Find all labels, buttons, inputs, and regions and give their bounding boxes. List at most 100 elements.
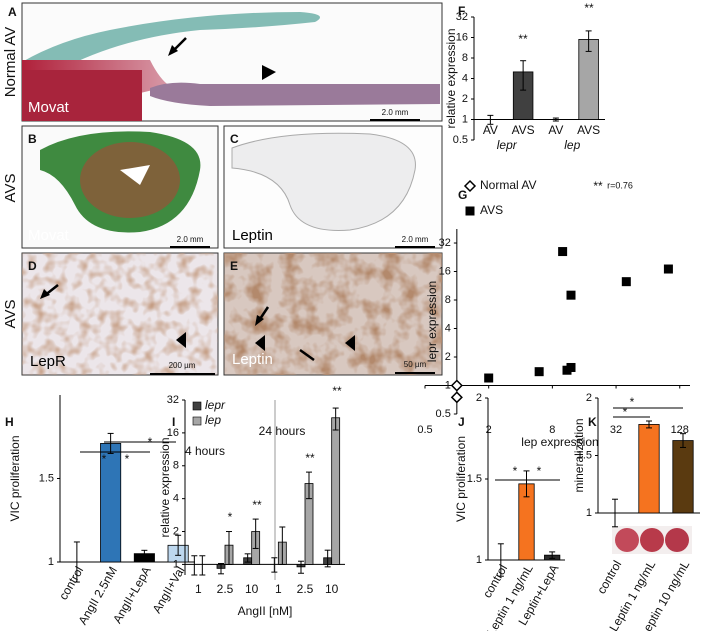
y-tick-label: 1: [445, 379, 451, 391]
y-tick-label: 1.5: [577, 449, 592, 461]
panel-label: J: [458, 415, 465, 429]
y-tick-label: 4: [462, 72, 468, 84]
x-tick-label: 128: [671, 424, 689, 436]
y-tick-label: 1: [586, 507, 592, 519]
y-axis-label: VIC proliferation: [454, 436, 468, 522]
legend-label: lepr: [205, 398, 226, 412]
image-panel-e: [223, 252, 443, 376]
annotation: **: [593, 179, 603, 193]
y-tick-label: 8: [173, 460, 179, 472]
y-tick-label: 8: [462, 52, 468, 64]
stain-label: Leptin: [232, 227, 273, 244]
image-panel-a: [21, 2, 443, 122]
legend-label: AVS: [480, 203, 503, 217]
x-tick-label: 2: [486, 424, 492, 436]
stain-label: Movat: [28, 227, 70, 244]
annotation: 4 hours: [185, 444, 225, 458]
panel-label: K: [588, 415, 597, 429]
panel-label: A: [8, 5, 17, 19]
well-image: [612, 526, 692, 554]
marker: [558, 247, 568, 257]
x-tick-label: 10: [245, 582, 259, 596]
legend-label: Normal AV: [480, 178, 536, 192]
annotation: **: [518, 32, 528, 46]
annotation: *: [623, 405, 628, 419]
annotation: *: [102, 452, 107, 466]
y-tick-label: 0.5: [453, 134, 468, 146]
y-tick-label: 2: [462, 93, 468, 105]
group-label: lepr: [497, 138, 518, 152]
y-tick-label: 4: [173, 493, 179, 505]
y-tick-label: 2: [586, 392, 592, 404]
annotation: **: [584, 1, 594, 15]
y-axis-label: mineralization: [572, 418, 586, 492]
x-tick-label: 2.5: [297, 582, 314, 596]
x-tick-label: 2.5: [217, 582, 234, 596]
x-tick-label: AngII+Val: [150, 564, 188, 616]
panel-label: D: [28, 259, 37, 273]
y-tick-label: 1: [48, 556, 54, 568]
image-panel-c: [223, 125, 443, 249]
y-axis-label: VIC proliferation: [8, 435, 22, 521]
annotation: **: [305, 451, 315, 465]
annotation: **: [332, 384, 342, 398]
x-tick-label: AV: [483, 123, 498, 137]
y-axis-label: lepr expression: [425, 281, 439, 362]
panel-label: H: [5, 415, 14, 429]
legend-marker: [465, 206, 475, 216]
panel-label: E: [230, 259, 238, 273]
x-tick-label: 1: [275, 582, 282, 596]
x-axis-label: lep expression: [521, 435, 598, 449]
stain-label: LepR: [30, 353, 66, 370]
stain-label: Leptin: [232, 351, 273, 368]
scale-label: 50 µm: [404, 360, 427, 369]
scale-label: 2.0 mm: [177, 235, 204, 244]
scale-label: 200 µm: [169, 361, 196, 370]
panel-label: I: [172, 415, 175, 429]
row-label: Normal AV: [2, 27, 19, 98]
bar: [672, 440, 694, 514]
marker: [450, 379, 463, 392]
x-tick-label: control: [594, 558, 624, 596]
y-axis-label: relative expression: [158, 437, 172, 537]
scale-label: 2.0 mm: [382, 108, 409, 117]
row-label: AVS: [2, 300, 19, 329]
legend-swatch: [192, 416, 202, 426]
marker: [621, 277, 631, 287]
legend-label: lep: [205, 413, 221, 427]
y-tick-label: 16: [439, 265, 451, 277]
marker: [450, 391, 463, 404]
y-tick-label: 32: [167, 394, 179, 406]
x-tick-label: 0.5: [417, 424, 432, 436]
x-tick-label: 10: [325, 582, 339, 596]
y-tick-label: 32: [439, 237, 451, 249]
legend-swatch: [192, 401, 202, 411]
x-tick-label: control: [56, 564, 86, 602]
y-tick-label: 4: [445, 322, 451, 334]
y-tick-label: 16: [456, 31, 468, 43]
annotation: *: [537, 464, 542, 478]
legend-marker: [463, 179, 477, 193]
y-tick-label: 0.5: [436, 408, 451, 420]
annotation: *: [228, 510, 233, 524]
x-axis-label: AngII [nM]: [238, 604, 293, 618]
group-label: lep: [564, 138, 580, 152]
y-tick-label: 1.5: [39, 472, 54, 484]
marker: [663, 264, 673, 274]
panel-label: G: [458, 188, 467, 202]
annotation: *: [125, 452, 130, 466]
y-tick-label: 32: [456, 11, 468, 23]
y-tick-label: 1: [173, 558, 179, 570]
y-tick-label: 1: [476, 554, 482, 566]
marker: [484, 373, 494, 383]
y-tick-label: 2: [445, 351, 451, 363]
marker: [566, 362, 576, 372]
marker: [566, 290, 576, 300]
bar: [331, 417, 341, 565]
marker: [534, 367, 544, 377]
annotation: r=0.76: [607, 180, 633, 190]
annotation: 24 hours: [259, 424, 306, 438]
x-tick-label: AVS: [512, 123, 535, 137]
panel-label: C: [230, 132, 239, 146]
